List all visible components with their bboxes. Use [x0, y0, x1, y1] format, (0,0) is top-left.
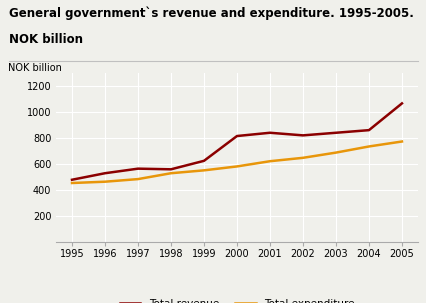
Legend: Total revenue, Total expenditure: Total revenue, Total expenditure — [115, 295, 358, 303]
Text: General government`s revenue and expenditure. 1995-2005.: General government`s revenue and expendi… — [9, 6, 412, 20]
Line: Total revenue: Total revenue — [72, 103, 401, 180]
Total revenue — [333, 131, 338, 135]
Total revenue — [300, 134, 305, 137]
Total expenditure — [135, 177, 140, 181]
Total revenue — [234, 134, 239, 138]
Total expenditure — [267, 159, 272, 163]
Total revenue — [168, 168, 173, 171]
Total revenue — [135, 167, 140, 171]
Text: NOK billion: NOK billion — [9, 62, 62, 72]
Total expenditure — [201, 168, 206, 172]
Total expenditure — [398, 140, 403, 143]
Total revenue — [398, 102, 403, 105]
Text: NOK billion: NOK billion — [9, 33, 82, 46]
Total expenditure — [333, 151, 338, 155]
Total expenditure — [69, 181, 75, 185]
Total revenue — [267, 131, 272, 135]
Line: Total expenditure: Total expenditure — [72, 142, 401, 183]
Total revenue — [201, 159, 206, 163]
Total revenue — [69, 178, 75, 181]
Total expenditure — [234, 165, 239, 168]
Total revenue — [102, 171, 107, 175]
Total expenditure — [168, 171, 173, 175]
Total expenditure — [102, 180, 107, 184]
Total expenditure — [366, 145, 371, 148]
Total expenditure — [300, 156, 305, 160]
Total revenue — [366, 128, 371, 132]
